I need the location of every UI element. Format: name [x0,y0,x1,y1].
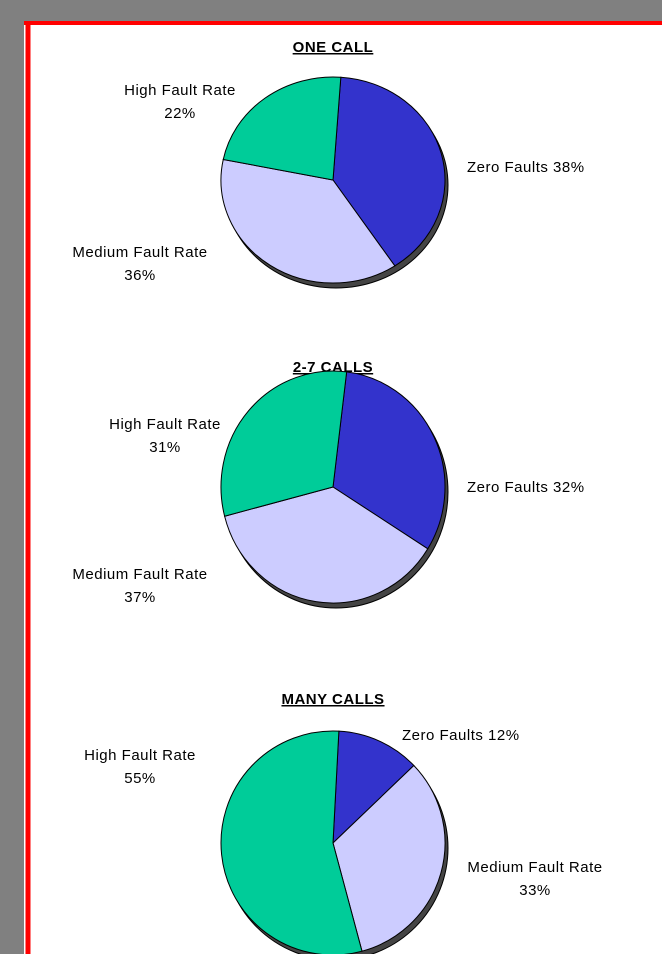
chart-title: ONE CALL [293,39,374,56]
slice-value: 12% [488,727,520,744]
pie-slice [220,370,348,517]
slice-name: Zero Faults [467,479,548,496]
pie-slice [332,730,415,845]
pie-slice [220,158,396,284]
slice-name: Medium Fault Rate [72,244,207,261]
slice-label: Zero Faults 12% [402,727,520,744]
slice-value: 33% [519,882,551,899]
slice-name: Medium Fault Rate [72,566,207,583]
chart-title: 2-7 CALLS [293,359,373,376]
pie-slice [220,730,363,954]
slice-value: 37% [124,589,156,606]
slice-name: High Fault Rate [124,82,236,99]
slice-value: 32% [553,479,585,496]
slice-name: High Fault Rate [109,416,221,433]
chart-title: MANY CALLS [281,691,384,708]
slice-label: Zero Faults 32% [467,479,585,496]
slice-value: 55% [124,770,156,787]
pie-slice [224,486,429,604]
slice-name: High Fault Rate [84,747,196,764]
slice-name: Medium Fault Rate [467,859,602,876]
slice-value: 22% [164,105,196,122]
slice-value: 38% [553,159,585,176]
pie-slice [332,371,446,550]
slice-label: Zero Faults 38% [467,159,585,176]
pie-slice [222,76,342,181]
slice-name: Zero Faults [402,727,483,744]
slice-value: 31% [149,439,181,456]
slice-value: 36% [124,267,156,284]
pie-slice [332,764,446,952]
slice-name: Zero Faults [467,159,548,176]
